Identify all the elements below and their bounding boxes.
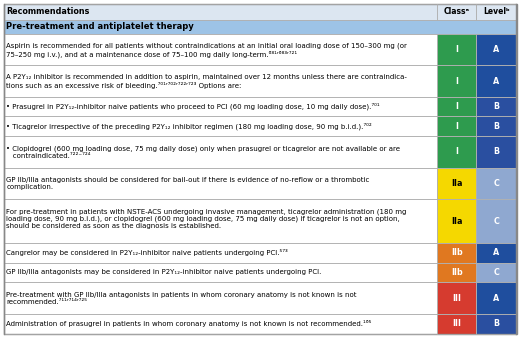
Text: B: B <box>493 319 499 328</box>
Bar <box>476 167 516 200</box>
Bar <box>4 116 437 136</box>
Text: A P2Y₁₂ inhibitor is recommended in addition to aspirin, maintained over 12 mont: A P2Y₁₂ inhibitor is recommended in addi… <box>6 74 407 89</box>
Bar <box>4 97 437 116</box>
Text: IIb: IIb <box>451 268 463 277</box>
Text: • Prasugrel in P2Y₁₂-inhibitor naive patients who proceed to PCI (60 mg loading : • Prasugrel in P2Y₁₂-inhibitor naive pat… <box>6 103 380 111</box>
Bar <box>437 65 476 97</box>
Text: A: A <box>493 45 499 54</box>
Text: Aspirin is recommended for all patients without contraindications at an initial : Aspirin is recommended for all patients … <box>6 43 407 58</box>
Bar <box>476 97 516 116</box>
Text: I: I <box>455 76 458 86</box>
Text: Levelᵇ: Levelᵇ <box>483 7 510 16</box>
Text: IIa: IIa <box>451 179 462 188</box>
Bar <box>4 314 437 334</box>
Text: • Ticagrelor irrespective of the preceding P2Y₁₂ inhibitor regimen (180 mg loadi: • Ticagrelor irrespective of the precedi… <box>6 122 372 130</box>
Bar <box>4 167 437 200</box>
Text: I: I <box>455 147 458 156</box>
Bar <box>476 282 516 314</box>
Text: Administration of prasugrel in patients in whom coronary anatomy is not known is: Administration of prasugrel in patients … <box>6 320 372 327</box>
Bar <box>4 136 437 167</box>
Bar <box>476 65 516 97</box>
Text: Pre-treatment and antiplatelet therapy: Pre-treatment and antiplatelet therapy <box>6 22 194 31</box>
Bar <box>437 263 476 282</box>
Text: IIa: IIa <box>451 217 462 226</box>
Bar <box>4 243 437 263</box>
Text: B: B <box>493 147 499 156</box>
Bar <box>4 65 437 97</box>
Bar <box>437 3 476 20</box>
Bar <box>437 33 476 65</box>
Bar <box>437 167 476 200</box>
Text: Pre-treatment with GP IIb/IIIa antagonists in patients in whom coronary anatomy : Pre-treatment with GP IIb/IIIa antagonis… <box>6 292 357 305</box>
Bar <box>476 116 516 136</box>
Bar <box>476 243 516 263</box>
Bar <box>4 3 516 20</box>
Bar <box>437 136 476 167</box>
Bar <box>476 3 516 20</box>
Text: C: C <box>493 268 499 277</box>
Text: GP IIb/IIIa antagonists should be considered for bail-out if there is evidence o: GP IIb/IIIa antagonists should be consid… <box>6 177 370 190</box>
Bar <box>476 200 516 243</box>
Bar <box>476 33 516 65</box>
Bar <box>4 20 516 33</box>
Text: III: III <box>452 294 461 303</box>
Bar <box>4 200 437 243</box>
Text: • Clopidogrel (600 mg loading dose, 75 mg daily dose) only when prasugrel or tic: • Clopidogrel (600 mg loading dose, 75 m… <box>6 145 400 159</box>
Text: I: I <box>455 122 458 131</box>
Text: I: I <box>455 45 458 54</box>
Bar <box>437 243 476 263</box>
Text: A: A <box>493 76 499 86</box>
Bar <box>4 33 437 65</box>
Text: IIb: IIb <box>451 248 463 257</box>
Bar <box>476 314 516 334</box>
Text: III: III <box>452 319 461 328</box>
Text: GP IIb/IIIa antagonists may be considered in P2Y₁₂-inhibitor naive patients unde: GP IIb/IIIa antagonists may be considere… <box>6 270 322 275</box>
Bar <box>476 136 516 167</box>
Text: A: A <box>493 248 499 257</box>
Text: Cangrelor may be considered in P2Y₁₂-inhibitor naive patients undergoing PCI.⁵⁷³: Cangrelor may be considered in P2Y₁₂-inh… <box>6 249 288 256</box>
Text: A: A <box>493 294 499 303</box>
Bar <box>4 263 437 282</box>
Text: I: I <box>455 102 458 111</box>
Bar <box>437 97 476 116</box>
Bar <box>437 314 476 334</box>
Text: C: C <box>493 217 499 226</box>
Text: For pre-treatment in patients with NSTE-ACS undergoing invasive management, tica: For pre-treatment in patients with NSTE-… <box>6 208 407 229</box>
Text: C: C <box>493 179 499 188</box>
Bar <box>437 282 476 314</box>
Bar <box>4 282 437 314</box>
Bar <box>437 200 476 243</box>
Text: Classᵃ: Classᵃ <box>444 7 470 16</box>
Text: B: B <box>493 122 499 131</box>
Text: Recommendations: Recommendations <box>6 7 90 16</box>
Text: B: B <box>493 102 499 111</box>
Bar <box>437 116 476 136</box>
Bar <box>476 263 516 282</box>
